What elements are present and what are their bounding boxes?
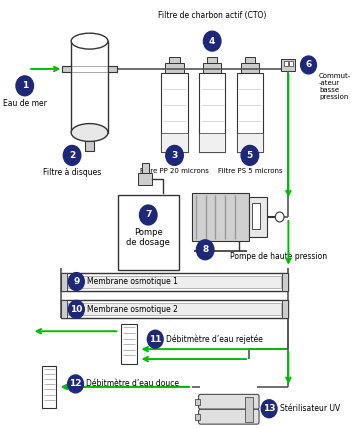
- Text: Débitmètre d’eau douce: Débitmètre d’eau douce: [86, 379, 179, 388]
- Text: 8: 8: [202, 245, 208, 254]
- Circle shape: [203, 31, 221, 51]
- Text: Filtre PS 5 microns: Filtre PS 5 microns: [217, 168, 282, 174]
- Bar: [284, 61, 288, 66]
- Text: Eau de mer: Eau de mer: [3, 99, 47, 108]
- Ellipse shape: [71, 33, 108, 49]
- Bar: [195, 414, 201, 420]
- FancyBboxPatch shape: [199, 409, 259, 424]
- Bar: [195, 399, 201, 405]
- Bar: [207, 57, 217, 63]
- Bar: [203, 63, 221, 73]
- Circle shape: [301, 56, 316, 74]
- Text: 11: 11: [149, 335, 162, 344]
- Ellipse shape: [71, 124, 108, 142]
- Bar: [62, 66, 71, 72]
- Bar: [245, 57, 255, 63]
- Text: 13: 13: [263, 404, 275, 413]
- Bar: [241, 63, 259, 73]
- Circle shape: [68, 375, 83, 393]
- Circle shape: [261, 400, 277, 418]
- Bar: [237, 133, 263, 152]
- Text: Filtre de charbon actif (CTO): Filtre de charbon actif (CTO): [158, 11, 267, 20]
- Bar: [289, 61, 293, 66]
- Text: 6: 6: [305, 60, 312, 69]
- Text: 3: 3: [172, 151, 178, 160]
- Bar: [138, 173, 152, 185]
- Bar: [61, 300, 288, 318]
- Text: 7: 7: [145, 211, 151, 220]
- Text: Débitmètre d’eau rejetée: Débitmètre d’eau rejetée: [166, 335, 263, 344]
- Bar: [61, 300, 67, 318]
- Bar: [61, 272, 288, 290]
- Bar: [199, 73, 225, 152]
- Text: 10: 10: [70, 305, 83, 314]
- Text: Filtre à disques: Filtre à disques: [43, 168, 101, 177]
- Bar: [252, 203, 261, 229]
- Text: 2: 2: [69, 151, 75, 160]
- Circle shape: [147, 330, 163, 348]
- Bar: [237, 73, 263, 152]
- Text: 12: 12: [69, 379, 82, 388]
- Circle shape: [63, 145, 81, 165]
- Circle shape: [68, 272, 84, 290]
- Bar: [192, 193, 249, 241]
- Circle shape: [16, 76, 34, 96]
- Text: Membrane osmotique 1: Membrane osmotique 1: [87, 277, 178, 286]
- Text: Stérilisateur UV: Stérilisateur UV: [280, 404, 340, 413]
- Text: Pompe de haute pression: Pompe de haute pression: [230, 252, 327, 261]
- Circle shape: [68, 300, 84, 318]
- Bar: [281, 59, 295, 71]
- Circle shape: [166, 145, 183, 165]
- Circle shape: [275, 212, 284, 222]
- Bar: [161, 133, 188, 152]
- Bar: [42, 366, 56, 408]
- Bar: [169, 57, 180, 63]
- Bar: [282, 300, 288, 318]
- Bar: [108, 66, 117, 72]
- Bar: [142, 163, 149, 173]
- FancyBboxPatch shape: [199, 394, 259, 409]
- Circle shape: [139, 205, 157, 225]
- Bar: [118, 195, 179, 270]
- Circle shape: [196, 240, 214, 260]
- Text: Filtre PP 20 microns: Filtre PP 20 microns: [140, 168, 209, 174]
- Bar: [161, 73, 188, 152]
- Text: Pompe
de dosage: Pompe de dosage: [126, 228, 170, 247]
- Bar: [121, 324, 137, 364]
- Text: Commut-
-ateur
basse
pression: Commut- -ateur basse pression: [319, 73, 351, 100]
- Bar: [199, 133, 225, 152]
- Text: Membrane osmotique 2: Membrane osmotique 2: [87, 305, 178, 314]
- Bar: [245, 397, 253, 422]
- Bar: [282, 272, 288, 290]
- Bar: [165, 63, 184, 73]
- Bar: [61, 272, 67, 290]
- Text: 4: 4: [209, 36, 215, 45]
- Bar: [68, 303, 281, 315]
- Text: 1: 1: [22, 82, 28, 91]
- Bar: [68, 275, 281, 287]
- Bar: [71, 41, 108, 133]
- Circle shape: [241, 145, 259, 165]
- Text: 5: 5: [247, 151, 253, 160]
- Bar: [85, 142, 94, 151]
- Bar: [249, 197, 267, 237]
- Text: 9: 9: [73, 277, 80, 286]
